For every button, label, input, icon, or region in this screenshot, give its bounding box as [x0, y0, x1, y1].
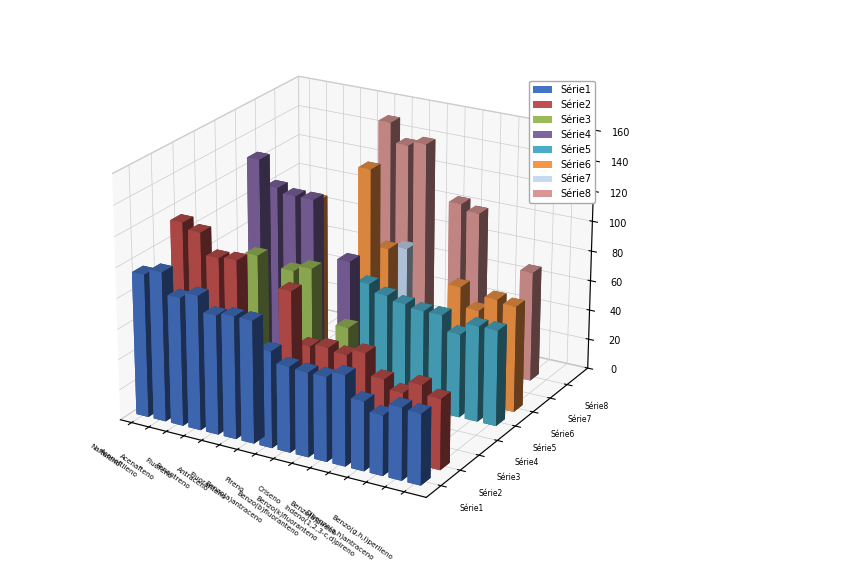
- Legend: Série1, Série2, Série3, Série4, Série5, Série6, Série7, Série8: Série1, Série2, Série3, Série4, Série5, …: [529, 81, 596, 203]
